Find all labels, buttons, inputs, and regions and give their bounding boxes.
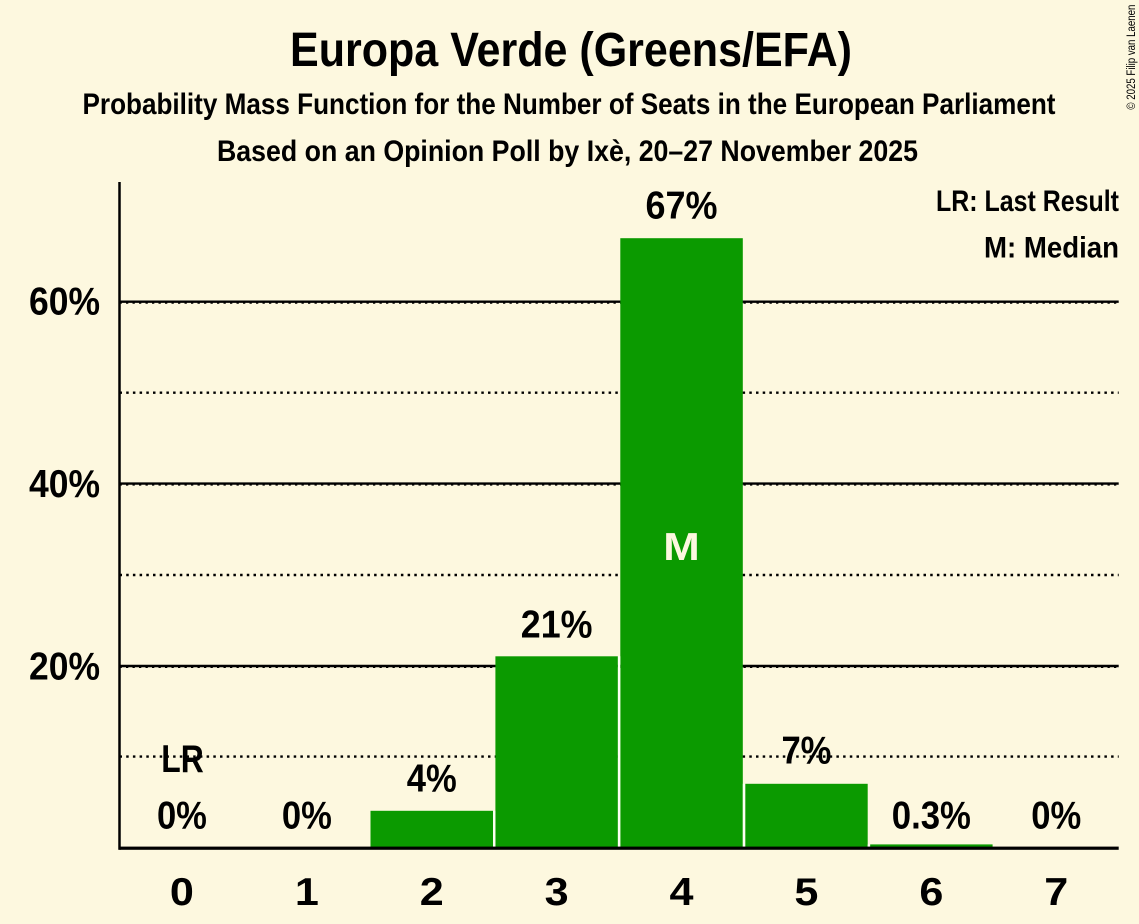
svg-text:0%: 0% bbox=[282, 795, 332, 838]
svg-text:2: 2 bbox=[420, 871, 444, 914]
svg-text:M: M bbox=[663, 526, 700, 569]
svg-text:Europa Verde (Greens/EFA): Europa Verde (Greens/EFA) bbox=[290, 23, 852, 77]
svg-text:0%: 0% bbox=[157, 795, 207, 838]
svg-text:LR: LR bbox=[161, 738, 204, 781]
svg-text:0.3%: 0.3% bbox=[892, 795, 971, 838]
svg-text:M: Median: M: Median bbox=[984, 232, 1119, 265]
svg-text:0%: 0% bbox=[1031, 795, 1081, 838]
svg-text:40%: 40% bbox=[29, 463, 100, 506]
svg-text:4: 4 bbox=[670, 871, 694, 914]
svg-text:LR: Last Result: LR: Last Result bbox=[936, 185, 1119, 218]
svg-text:4%: 4% bbox=[407, 758, 457, 801]
svg-text:0: 0 bbox=[170, 871, 194, 914]
svg-text:60%: 60% bbox=[29, 281, 100, 324]
svg-text:Probability Mass Function for: Probability Mass Function for the Number… bbox=[83, 88, 1056, 121]
svg-text:3: 3 bbox=[545, 871, 569, 914]
svg-text:7%: 7% bbox=[781, 729, 831, 772]
svg-text:21%: 21% bbox=[521, 604, 593, 647]
svg-text:© 2025 Filip van Laenen: © 2025 Filip van Laenen bbox=[1126, 5, 1138, 110]
svg-text:Based on an Opinion Poll by Ix: Based on an Opinion Poll by Ixè, 20–27 N… bbox=[217, 135, 918, 168]
svg-text:5: 5 bbox=[794, 871, 818, 914]
svg-text:6: 6 bbox=[919, 871, 943, 914]
svg-text:7: 7 bbox=[1044, 871, 1068, 914]
svg-text:20%: 20% bbox=[29, 645, 100, 688]
svg-text:1: 1 bbox=[295, 871, 319, 914]
svg-text:67%: 67% bbox=[646, 185, 718, 228]
